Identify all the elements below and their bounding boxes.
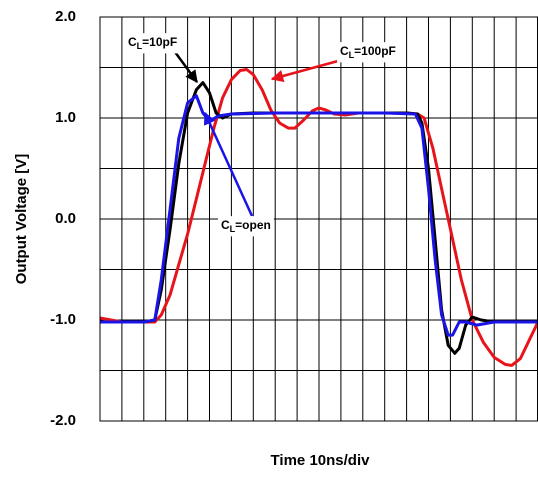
annotation-text: C	[128, 35, 137, 49]
annotation-text: =100pF	[354, 44, 396, 58]
annotation-text: =open	[235, 218, 271, 232]
annotation-subscript: L	[230, 224, 236, 234]
annotation-subscript: L	[137, 41, 143, 51]
annotation-text: =10pF	[142, 35, 177, 49]
annotation-bg	[218, 216, 274, 237]
x-axis-label: Time 10ns/div	[271, 452, 371, 469]
annotation-subscript: L	[349, 50, 355, 60]
series-line	[100, 94, 538, 337]
annotation-text: C	[340, 44, 349, 58]
annotation-arrow	[270, 59, 339, 83]
series-line	[99, 68, 538, 367]
y-tick-label: 1.0	[55, 109, 76, 126]
annotation: CL=10pF	[128, 35, 177, 51]
y-tick-label: 0.0	[55, 210, 76, 227]
y-tick-label: 2.0	[55, 8, 76, 25]
y-axis-label: Output Voltage [V]	[13, 154, 30, 285]
annotation-text: C	[221, 218, 230, 232]
annotation-bg	[337, 42, 399, 63]
annotation-bg	[125, 33, 181, 54]
y-tick-label: -2.0	[50, 412, 76, 429]
annotation-arrow	[203, 111, 254, 217]
annotation: CL=open	[221, 218, 271, 234]
annotation: CL=100pF	[340, 44, 396, 60]
annotation-arrow	[173, 51, 199, 84]
y-tick-label: -1.0	[50, 311, 76, 328]
